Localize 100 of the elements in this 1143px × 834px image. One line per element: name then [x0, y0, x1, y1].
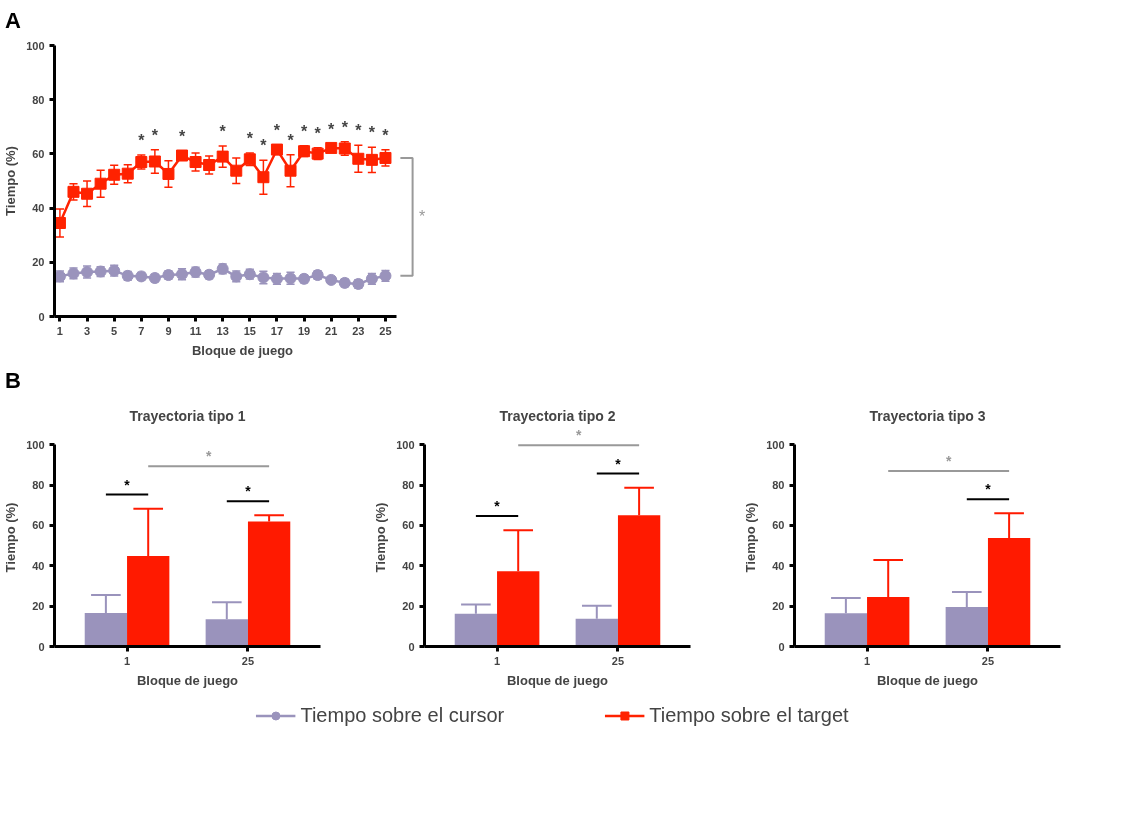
y-tick-label: 80	[32, 93, 45, 106]
x-axis-title: Bloque de juego	[191, 342, 294, 358]
point	[352, 152, 365, 165]
text: *	[418, 208, 426, 226]
point	[189, 156, 202, 169]
y-tick-label: 20	[402, 600, 415, 613]
annotation: *	[314, 124, 322, 142]
x-tick-label: 25	[981, 654, 995, 667]
y-tick-label: 100	[396, 438, 415, 451]
y-tick-label: 40	[772, 559, 785, 572]
x-tick-label: 25	[611, 654, 625, 667]
x-tick-label: 21	[325, 324, 338, 337]
point	[270, 143, 283, 156]
annotation: *	[205, 448, 212, 465]
annotation: *	[382, 126, 390, 144]
y-tick-label: 80	[402, 479, 415, 492]
annotation: *	[355, 122, 363, 140]
x-tick-label: 11	[189, 324, 202, 337]
x-tick-label: 5	[111, 324, 118, 337]
annotation: *	[945, 452, 952, 469]
legend-label: Tiempo sobre el cursor	[300, 703, 505, 727]
annotation: *	[178, 128, 186, 146]
x-tick-label: 7	[138, 324, 145, 337]
point	[284, 164, 297, 177]
annotation: *	[300, 122, 308, 140]
point	[148, 155, 161, 168]
x-tick-label: 1	[56, 324, 63, 337]
x-axis-title: Bloque de juego	[506, 672, 609, 688]
y-tick-label: 60	[772, 519, 785, 532]
annotation: *	[273, 121, 281, 139]
annotation: *	[219, 123, 227, 141]
point	[203, 159, 216, 172]
annotation: *	[985, 481, 992, 498]
y-axis-title: Tiempo (%)	[743, 502, 759, 573]
x-tick-label: 25	[379, 324, 392, 337]
annotation: *	[151, 126, 159, 144]
point	[325, 141, 338, 154]
x-tick-label: 3	[84, 324, 91, 337]
y-tick-label: 60	[32, 147, 45, 160]
y-tick-label: 20	[772, 600, 785, 613]
x-tick-label: 19	[297, 324, 311, 337]
y-tick-label: 80	[772, 479, 785, 492]
y-tick-label: 100	[26, 39, 45, 52]
y-tick-label: 20	[32, 600, 45, 613]
chart-title: Trayectoria tipo 3	[869, 407, 986, 424]
annotation: *	[245, 483, 252, 500]
point	[94, 177, 107, 190]
point	[162, 167, 175, 180]
legend-label: Tiempo sobre el target	[649, 703, 849, 727]
y-tick-label: 100	[766, 438, 785, 451]
x-tick-label: 13	[216, 324, 229, 337]
y-tick-label: 40	[32, 202, 45, 215]
annotation: *	[368, 124, 376, 142]
y-tick-label: 80	[32, 479, 45, 492]
y-tick-label: 40	[32, 559, 45, 572]
annotation: *	[287, 131, 295, 149]
annotation: *	[615, 455, 622, 472]
x-tick-label: 1	[123, 654, 131, 667]
y-tick-label: 0	[38, 310, 45, 323]
annotation: *	[260, 137, 268, 155]
y-tick-label: 100	[26, 438, 45, 451]
y-axis-title: Tiempo (%)	[373, 502, 389, 573]
point	[176, 149, 188, 162]
point	[216, 150, 229, 163]
x-tick-label: 25	[241, 654, 255, 667]
y-axis-title: Tiempo (%)	[3, 502, 19, 573]
y-tick-label: 0	[408, 640, 415, 653]
y-tick-label: 20	[32, 256, 45, 269]
x-axis-title: Bloque de juego	[876, 672, 979, 688]
y-tick-label: 60	[402, 519, 415, 532]
x-tick-label: 9	[165, 324, 172, 337]
chart-title: Trayectoria tipo 1	[129, 407, 246, 424]
chart-title: Trayectoria tipo 2	[499, 407, 616, 424]
y-tick-label: 60	[32, 519, 45, 532]
y-tick-label: 40	[402, 559, 415, 572]
x-tick-label: 1	[863, 654, 871, 667]
x-tick-label: 15	[243, 324, 256, 337]
annotation: *	[138, 131, 146, 149]
point	[325, 273, 338, 286]
annotation: *	[341, 118, 349, 136]
annotation: *	[494, 498, 501, 515]
annotation: *	[246, 130, 254, 148]
point	[257, 171, 270, 184]
y-tick-label: 0	[38, 640, 45, 653]
x-axis-title: Bloque de juego	[136, 672, 239, 688]
x-tick-label: 17	[270, 324, 284, 337]
text: B	[5, 367, 21, 395]
text: A	[5, 7, 21, 35]
y-axis-title: Tiempo (%)	[3, 146, 19, 216]
point	[121, 167, 134, 180]
x-tick-label: 23	[352, 324, 365, 337]
x-tick-label: 1	[493, 654, 501, 667]
point	[108, 168, 121, 181]
annotation: *	[328, 120, 336, 138]
point	[230, 164, 243, 177]
point	[365, 153, 378, 166]
annotation: *	[124, 476, 131, 493]
y-tick-label: 0	[778, 640, 785, 653]
text: *	[575, 427, 582, 444]
point	[81, 187, 94, 200]
